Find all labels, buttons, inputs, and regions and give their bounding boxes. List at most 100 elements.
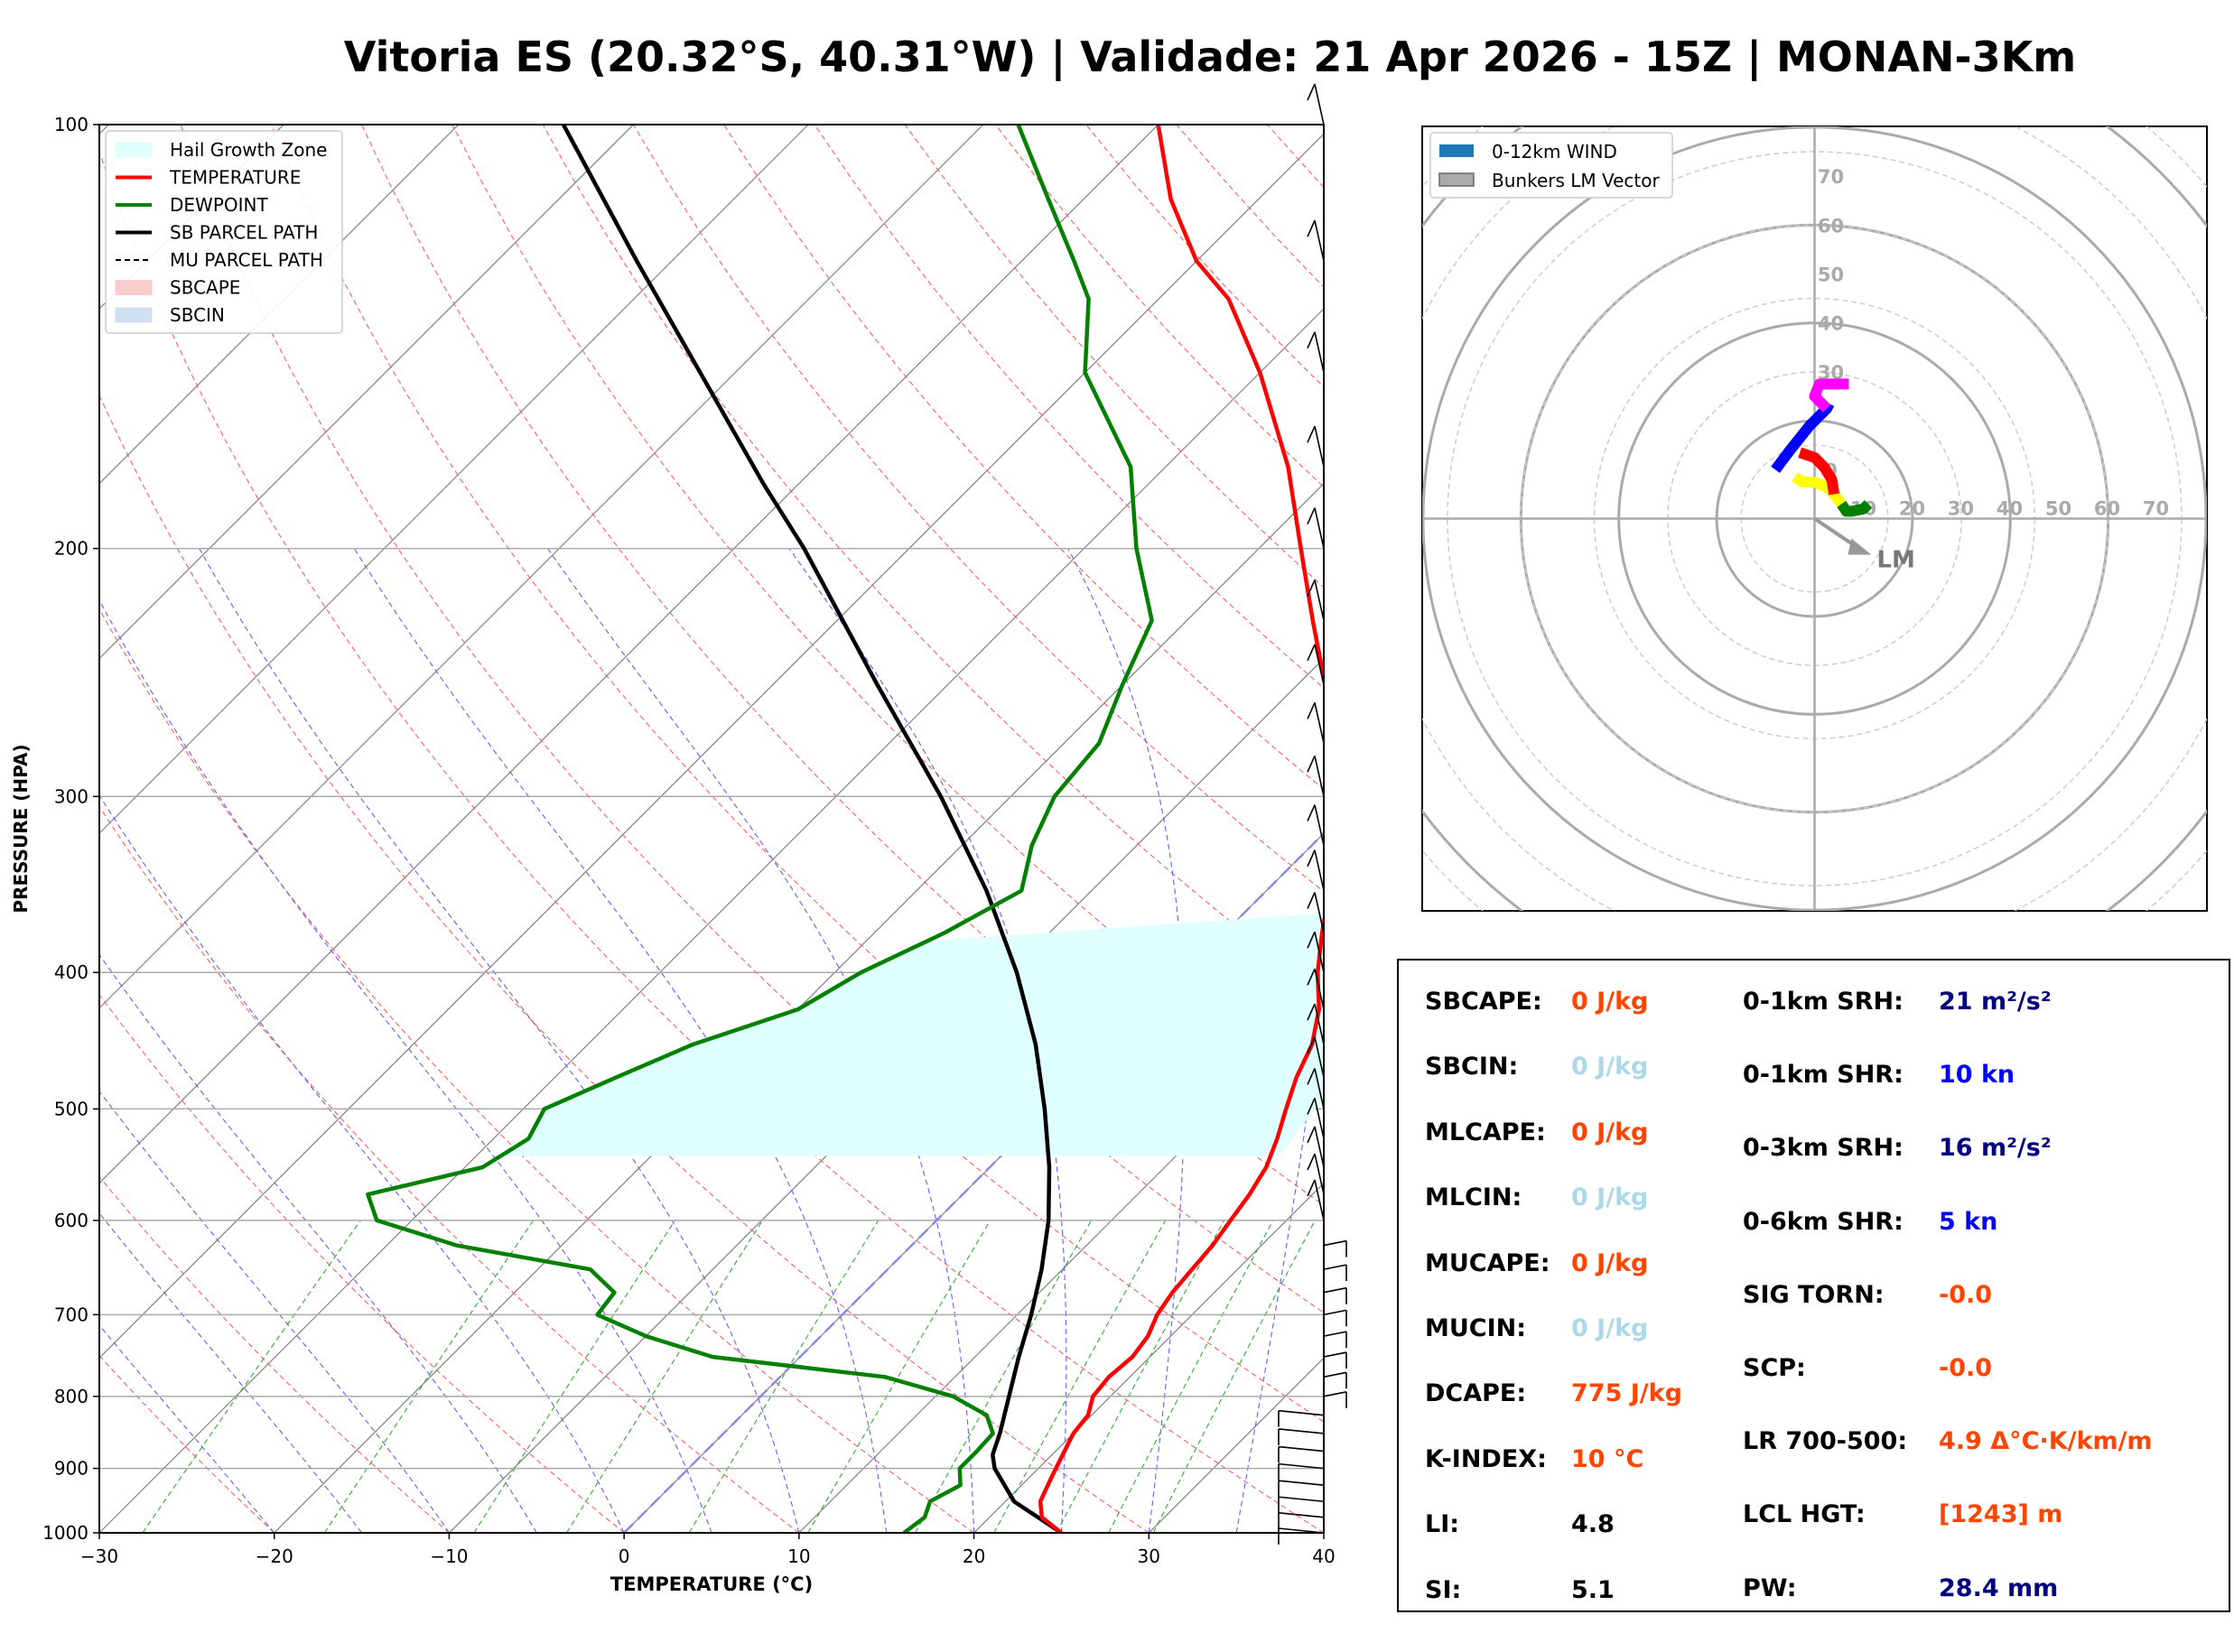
skewt-plot-frame: [98, 124, 1325, 1534]
dry-adiabat: [180, 125, 1324, 1423]
p-tick-label: 200: [54, 538, 88, 560]
hodo-ring-label: 50: [2045, 498, 2071, 520]
barb-shaft: [1314, 580, 1325, 621]
mixing-ratio-line: [566, 1220, 764, 1533]
index-right-label: SIG TORN:: [1743, 1280, 1885, 1309]
barb-shaft: [1314, 1098, 1325, 1139]
hail-growth-zone: [500, 913, 1324, 1156]
wind-barb: [1307, 1036, 1325, 1078]
hodo-wind-segment: [1837, 499, 1873, 517]
hodo-legend-label: 0-12km WIND: [1492, 141, 1617, 162]
wind-barbs: [1278, 83, 1347, 1545]
isotherm-line: [99, 308, 1324, 1533]
skewt-legend: Hail Growth Zone TEMPERATURE DEWPOINT SB PA…: [105, 130, 343, 334]
dry-adiabat: [99, 1354, 275, 1533]
barb-flag: [1307, 331, 1316, 349]
index-right-label: SCP:: [1743, 1354, 1806, 1382]
chart-title: Vitoria ES (20.32°S, 40.31°W) | Validade…: [343, 32, 2077, 81]
wind-barb: [1307, 931, 1325, 973]
mixing-ratio-line: [323, 1220, 535, 1533]
skewt-axes: −30 −20 −10 0 10 20 30 40 100 200 300 400 500 600 700 8…: [10, 114, 1336, 1595]
hodo-ring-label: 60: [1818, 215, 1844, 237]
hail-growth-zone-area: [500, 913, 1324, 1156]
p-tick-label: 900: [54, 1458, 88, 1480]
wind-barb: [1278, 1496, 1325, 1514]
dry-adiabat: [542, 125, 1324, 996]
skewt-profiles: [366, 125, 1324, 1533]
legend-box: [105, 130, 343, 334]
wind-barb: [1307, 755, 1325, 797]
index-value: 775 J/kg: [1571, 1379, 1682, 1408]
barb-shaft: [1278, 1480, 1325, 1486]
hodo-ring-label: 50: [1818, 265, 1844, 286]
legend-label: TEMPERATURE: [169, 167, 301, 189]
barb-shaft: [1323, 1351, 1347, 1358]
moist-adiabat: [99, 794, 625, 1533]
barb-flag: [1307, 804, 1316, 821]
index-right-label: PW:: [1743, 1573, 1797, 1602]
dry-adiabat: [361, 125, 1324, 1206]
index-label: MUCAPE:: [1425, 1248, 1550, 1277]
hodo-ring-label: 30: [1948, 498, 1974, 520]
indices-panel: [1397, 959, 2230, 1612]
legend-swatch: [115, 307, 153, 323]
hodo-ring-label: 60: [2094, 498, 2120, 520]
barb-shaft: [1278, 1462, 1325, 1470]
y-axis-label: PRESSURE (HPA): [10, 744, 32, 913]
barb-flag: [1307, 83, 1316, 101]
barb-shaft: [1314, 892, 1325, 933]
index-label: SBCIN:: [1425, 1053, 1519, 1081]
barb-shaft: [1278, 1496, 1325, 1503]
x-axis-label: TEMPERATURE (°C): [610, 1573, 813, 1595]
index-value: 10 °C: [1571, 1444, 1644, 1473]
barb-shaft: [1314, 1068, 1325, 1109]
dry-adiabat: [99, 805, 800, 1533]
isotherm-line: [99, 125, 634, 660]
x-tick-label: −30: [80, 1545, 118, 1567]
isotherm-line: [99, 125, 809, 835]
wind-barb: [1307, 644, 1325, 685]
dewpoint-line: [366, 125, 1154, 1533]
barb-shaft: [1314, 1179, 1325, 1221]
barb-shaft: [1323, 1264, 1347, 1270]
x-tick-label: 40: [1312, 1545, 1335, 1567]
index-value: 5.1: [1571, 1575, 1615, 1604]
wind-barb: [1278, 1462, 1325, 1480]
barb-shaft: [1314, 83, 1325, 125]
hodograph-legend: 0-12km WIND Bunkers LM Vector: [1429, 132, 1673, 199]
p-tick-label: 100: [54, 114, 88, 135]
wind-barb: [1307, 1179, 1325, 1221]
index-label: LI:: [1425, 1510, 1460, 1539]
wind-barb: [1307, 580, 1325, 621]
barb-shaft: [1323, 1371, 1347, 1378]
barb-flag: [1307, 1098, 1316, 1115]
barb-flag: [1307, 968, 1316, 986]
index-label: MUCIN:: [1425, 1314, 1527, 1342]
barb-flag: [1307, 219, 1316, 237]
wind-barb: [1323, 1331, 1347, 1349]
barb-flag: [1307, 1126, 1316, 1144]
wind-barb: [1307, 507, 1325, 549]
mixing-ratio-line: [993, 1220, 1167, 1533]
barb-shaft: [1314, 932, 1325, 973]
barb-shaft: [1314, 425, 1325, 468]
hodo-wind-segment: [1809, 378, 1849, 413]
wind-barb: [1307, 968, 1325, 1010]
barb-shaft: [1314, 1126, 1325, 1168]
barb-flag: [1307, 644, 1316, 662]
wind-barb: [1307, 702, 1325, 744]
barb-shaft: [1314, 1153, 1325, 1195]
index-label: DCAPE:: [1425, 1379, 1527, 1408]
hodo-legend-label: Bunkers LM Vector: [1492, 170, 1661, 191]
dry-adiabat: [632, 125, 1324, 893]
mixing-ratio-line: [1108, 1220, 1274, 1533]
p-tick-label: 400: [54, 961, 88, 983]
wind-barb: [1307, 1153, 1325, 1195]
index-right-label: 0-6km SHR:: [1743, 1207, 1904, 1236]
barb-flag: [1307, 849, 1316, 868]
barb-shaft: [1323, 1286, 1347, 1294]
wind-barb: [1278, 1527, 1325, 1545]
p-tick-label: 600: [54, 1210, 88, 1231]
